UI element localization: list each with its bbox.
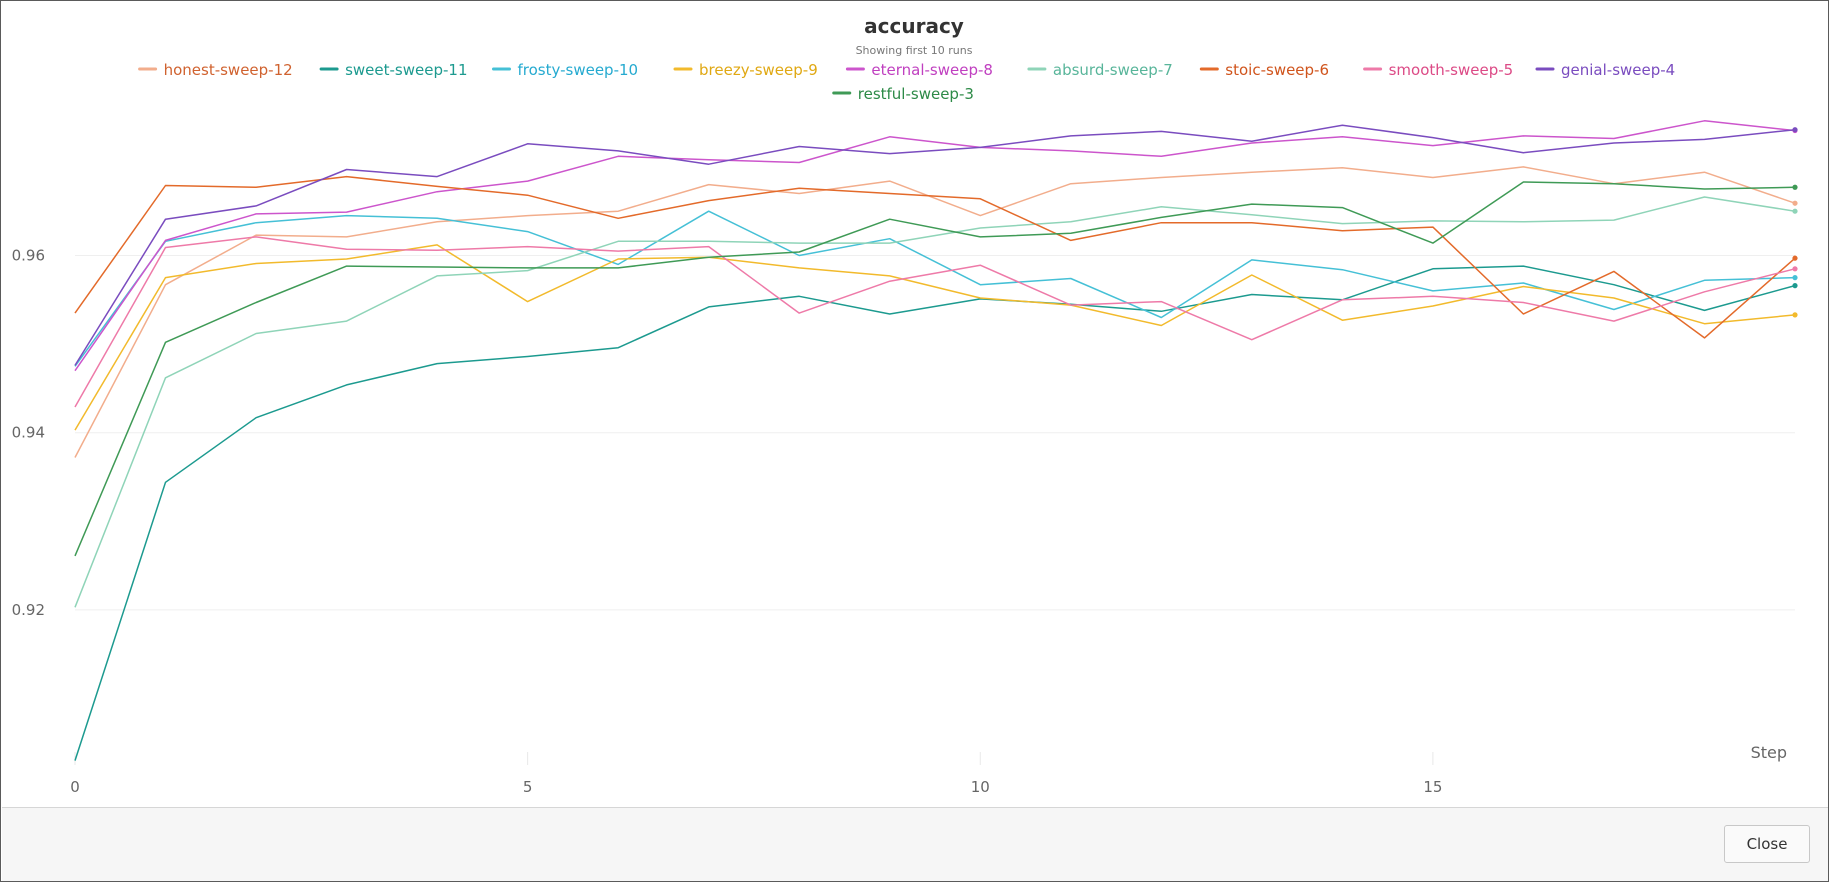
chart-title: accuracy [864,14,964,38]
series-line-stoic-sweep-6 [74,175,1796,339]
series-line-absurd-sweep-7 [74,196,1796,608]
series-line-restful-sweep-3 [74,181,1796,557]
series-end-points [1792,127,1798,318]
chart-series [74,120,1796,761]
legend-item-eternal-sweep-8: eternal-sweep-8 [871,61,993,79]
y-tick-label: 0.94 [12,424,45,442]
y-axis-ticks: 0.92 0.94 0.96 [12,246,45,618]
x-tick-label: 15 [1423,778,1442,796]
series-end-point-absurd-sweep-7 [1792,208,1798,214]
chart-legend: honest-sweep-12 sweet-sweep-11 frosty-swee… [138,61,1675,103]
legend-item-absurd-sweep-7: absurd-sweep-7 [1053,61,1173,79]
series-line-honest-sweep-12 [74,166,1796,458]
legend-item-breezy-sweep-9: breezy-sweep-9 [699,61,818,79]
y-tick-label: 0.96 [12,246,45,264]
legend-item-restful-sweep-3: restful-sweep-3 [858,85,974,103]
legend-item-smooth-sweep-5: smooth-sweep-5 [1389,61,1514,79]
series-end-point-restful-sweep-3 [1792,184,1798,190]
series-line-genial-sweep-4 [74,124,1796,366]
legend-item-stoic-sweep-6: stoic-sweep-6 [1225,61,1329,79]
series-end-point-stoic-sweep-6 [1792,255,1798,261]
series-line-smooth-sweep-5 [74,236,1796,408]
series-end-point-frosty-sweep-10 [1792,275,1798,281]
series-line-sweet-sweep-11 [74,265,1796,761]
x-axis-ticks: 0 5 10 15 [70,752,1442,796]
series-end-point-honest-sweep-12 [1792,200,1798,206]
series-end-point-smooth-sweep-5 [1792,266,1798,272]
legend-item-honest-sweep-12: honest-sweep-12 [164,61,293,79]
series-line-frosty-sweep-10 [74,210,1796,367]
series-end-point-sweet-sweep-11 [1792,283,1798,289]
chart-area: accuracy Showing first 10 runs honest-sw… [1,1,1828,807]
x-tick-label: 10 [971,778,990,796]
series-line-breezy-sweep-9 [74,244,1796,431]
chart-subtitle: Showing first 10 runs [856,44,973,57]
x-axis-label: Step [1751,743,1787,762]
x-tick-label: 0 [70,778,80,796]
chart-gridlines [75,254,1795,611]
dialog-footer: Close [2,807,1828,881]
close-button[interactable]: Close [1724,825,1810,863]
series-end-point-genial-sweep-4 [1792,127,1798,133]
legend-item-genial-sweep-4: genial-sweep-4 [1561,61,1675,79]
y-tick-label: 0.92 [12,601,45,619]
x-tick-label: 5 [523,778,533,796]
legend-item-sweet-sweep-11: sweet-sweep-11 [345,61,467,79]
accuracy-line-chart: accuracy Showing first 10 runs honest-sw… [12,14,1798,796]
series-end-point-breezy-sweep-9 [1792,312,1798,318]
series-line-eternal-sweep-8 [74,120,1796,372]
legend-item-frosty-sweep-10: frosty-sweep-10 [518,61,639,79]
